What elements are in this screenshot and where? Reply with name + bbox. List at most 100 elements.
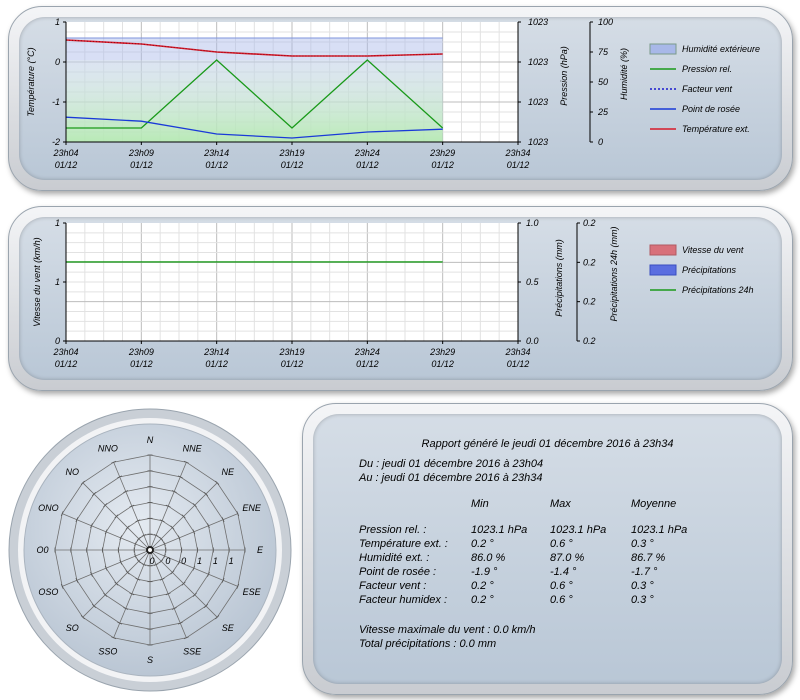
report-row-max: 0.6 ° bbox=[550, 594, 573, 606]
legend-pressure-label: Pression rel. bbox=[682, 64, 732, 74]
rose-tick bbox=[114, 581, 119, 586]
chart1-x-tick-label: 23h14 bbox=[203, 148, 229, 158]
rose-tick bbox=[163, 553, 166, 559]
rose-tick bbox=[91, 603, 97, 609]
chart1-x-tick-date: 01/12 bbox=[356, 160, 379, 170]
rose-tick bbox=[159, 536, 164, 541]
rose-tick bbox=[163, 541, 166, 547]
rose-tick bbox=[129, 504, 135, 508]
report-row-label: Humidité ext. : bbox=[359, 552, 430, 564]
chart2-y-right1-label: Précipitations (mm) bbox=[554, 239, 564, 317]
rose-web bbox=[54, 454, 246, 646]
chart2-x-tick-date: 01/12 bbox=[130, 359, 153, 369]
legend-precip24-label: Précipitations 24h bbox=[682, 285, 754, 295]
chart2-y-right1-tick-label: 0.0 bbox=[526, 336, 539, 346]
chart1-x-tick-label: 23h34 bbox=[504, 148, 530, 158]
chart1-y-right2-tick-label: 0 bbox=[598, 137, 603, 147]
rose-tick bbox=[125, 570, 130, 575]
rose-direction-label: N bbox=[147, 435, 154, 445]
rose-tick bbox=[80, 615, 85, 620]
report-row: Facteur vent : 0.2 ° 0.6 ° 0.3 ° bbox=[359, 580, 759, 594]
rose-tick bbox=[177, 475, 183, 479]
rose-tick bbox=[177, 535, 181, 541]
rose-tick bbox=[104, 565, 108, 571]
report-row-max: 87.0 % bbox=[550, 552, 585, 564]
report-row: Pression rel. : 1023.1 hPa 1023.1 hPa 1023.… bbox=[359, 524, 759, 538]
chart1-y-right2-tick-label: 75 bbox=[598, 47, 609, 57]
rose-tick bbox=[203, 603, 209, 609]
rose-direction-label: SSE bbox=[183, 647, 202, 657]
rose-tick bbox=[135, 519, 141, 523]
rose-tick bbox=[181, 514, 186, 519]
rose-tick bbox=[119, 559, 123, 565]
report-row-max: 0.6 ° bbox=[550, 538, 573, 550]
rose-direction-label: S bbox=[147, 655, 153, 665]
rose-tick bbox=[207, 571, 210, 577]
chart2-y-left-tick-label: 1 bbox=[55, 218, 60, 228]
chart1-y-left-tick-label: 0 bbox=[55, 57, 60, 67]
report-total-precip: Total précipitations : 0.0 mm bbox=[359, 638, 497, 650]
rose-tick bbox=[203, 491, 209, 497]
chart2-y-right2-tick-label: 0.2 bbox=[583, 336, 596, 346]
chart1-x-tick-date: 01/12 bbox=[55, 160, 78, 170]
legend-wind-speed-label: Vitesse du vent bbox=[682, 245, 744, 255]
rose-tick bbox=[103, 592, 108, 597]
rose-tick bbox=[60, 511, 64, 517]
chart1-y-right1-tick-label: 1023 bbox=[528, 17, 548, 27]
report-row-max: 1023.1 hPa bbox=[550, 524, 607, 536]
rose-tick bbox=[181, 581, 186, 586]
rose-tick bbox=[117, 475, 123, 479]
rose-tick bbox=[215, 615, 220, 620]
chart2-y-right2-tick-label: 0.2 bbox=[583, 218, 596, 228]
chart2-x-tick-date: 01/12 bbox=[356, 359, 379, 369]
rose-tick bbox=[129, 592, 135, 596]
rose-tick bbox=[207, 523, 210, 529]
chart1-y-right1-label: Pression (hPa) bbox=[559, 46, 569, 106]
rose-tick bbox=[159, 577, 165, 581]
rose-tick bbox=[159, 519, 165, 523]
dew-point-line bbox=[65, 116, 443, 139]
chart2-x-tick-date: 01/12 bbox=[55, 359, 78, 369]
temperature-chart: 1 0 -1 -2 1023 1023 1023 1023 100 75 50 25 0 23h04 01/… bbox=[26, 17, 760, 170]
chart2-x-tick-date: 01/12 bbox=[431, 359, 454, 369]
legend-precip-label: Précipitations bbox=[682, 265, 737, 275]
chart1-x-tick-date: 01/12 bbox=[281, 160, 304, 170]
report-row-min: 86.0 % bbox=[471, 552, 506, 564]
rose-tick bbox=[171, 490, 177, 493]
rose-tick bbox=[117, 621, 123, 625]
report-row-min: 0.2 ° bbox=[471, 580, 494, 592]
rose-tick bbox=[192, 565, 196, 571]
report-row-min: -1.9 ° bbox=[471, 566, 498, 578]
rose-tick bbox=[123, 607, 129, 610]
rose-tick bbox=[192, 503, 197, 508]
chart1-x-tick-date: 01/12 bbox=[507, 160, 530, 170]
rose-center-dot bbox=[148, 548, 152, 552]
rose-tick bbox=[141, 563, 147, 566]
rose-tick bbox=[221, 577, 225, 583]
chart1-y-right1-tick-label: 1023 bbox=[528, 137, 548, 147]
chart1-x-tick-label: 23h19 bbox=[278, 148, 304, 158]
rose-tick bbox=[141, 534, 147, 537]
rose-scale-label: 1 bbox=[229, 556, 234, 566]
report-row-label: Température ext. : bbox=[359, 538, 448, 550]
rose-scale-label: 1 bbox=[197, 556, 202, 566]
chart2-x-tick-label: 23h24 bbox=[354, 347, 380, 357]
report-row-avg: 1023.1 hPa bbox=[631, 524, 688, 536]
chart2-x-tick-date: 01/12 bbox=[507, 359, 530, 369]
rose-tick bbox=[221, 517, 225, 523]
rose-tick bbox=[135, 577, 141, 581]
rose-tick bbox=[165, 592, 171, 596]
chart1-x-tick-label: 23h29 bbox=[429, 148, 455, 158]
chart1-y-right2-label: Humidité (%) bbox=[619, 48, 629, 100]
rose-tick bbox=[236, 511, 240, 517]
rose-tick bbox=[236, 583, 240, 589]
rose-direction-label: NNO bbox=[98, 443, 118, 453]
report-row-max: 0.6 ° bbox=[550, 580, 573, 592]
rose-tick bbox=[159, 559, 164, 564]
chart1-y-right2-tick-label: 100 bbox=[598, 17, 613, 27]
rose-tick bbox=[111, 460, 117, 464]
chart1-x-tick-date: 01/12 bbox=[431, 160, 454, 170]
rose-direction-label: SSO bbox=[98, 647, 117, 657]
report-row-avg: 0.3 ° bbox=[631, 580, 654, 592]
chart1-y-left-tick-label: -1 bbox=[52, 97, 60, 107]
